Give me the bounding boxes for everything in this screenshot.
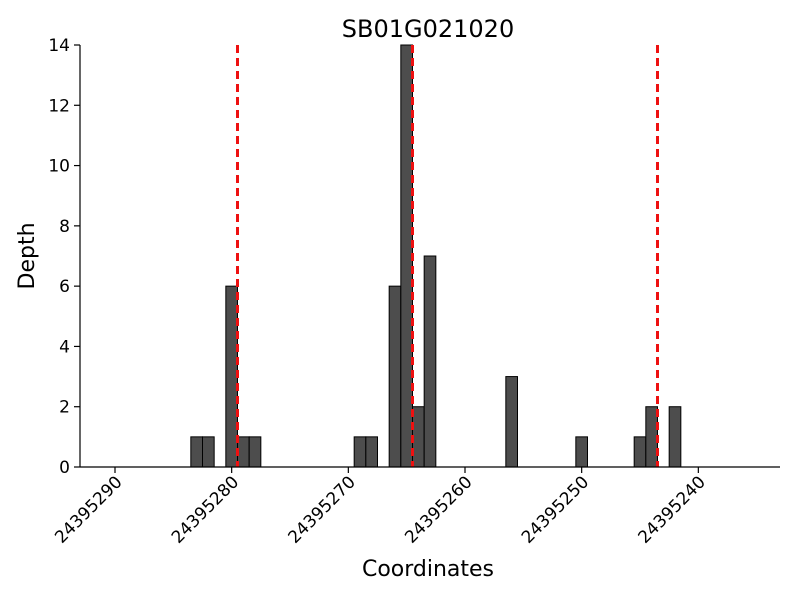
x-tick-label: 24395270 bbox=[285, 472, 360, 547]
bar bbox=[400, 44, 414, 468]
bar bbox=[353, 436, 367, 468]
bar bbox=[248, 436, 262, 468]
y-tick-label: 10 bbox=[48, 157, 70, 177]
y-axis-label: Depth bbox=[15, 222, 40, 289]
bar bbox=[505, 376, 519, 468]
bar bbox=[225, 285, 238, 468]
bar bbox=[668, 406, 682, 468]
x-tick-label: 24395280 bbox=[168, 472, 243, 547]
y-tick-label: 14 bbox=[48, 36, 70, 56]
y-tick-label: 8 bbox=[59, 217, 70, 237]
y-tick-label: 6 bbox=[59, 277, 70, 297]
x-tick-label: 24395260 bbox=[401, 472, 476, 547]
bar bbox=[190, 436, 203, 468]
y-ticks: 0 2 4 6 8 10 12 14 bbox=[48, 36, 80, 478]
bar bbox=[365, 436, 379, 468]
y-tick-label: 2 bbox=[59, 398, 70, 418]
bar bbox=[202, 436, 215, 468]
bar bbox=[645, 406, 658, 468]
bar bbox=[575, 436, 588, 468]
bar bbox=[423, 255, 437, 468]
x-tick-label: 24395240 bbox=[635, 472, 710, 547]
bar bbox=[388, 285, 402, 468]
bars-layer bbox=[190, 44, 682, 468]
y-tick-label: 4 bbox=[59, 337, 70, 357]
x-tick-label: 24395290 bbox=[51, 472, 126, 547]
reference-lines-layer bbox=[236, 45, 659, 467]
x-ticks: 24395290 24395280 24395270 24395260 24395250… bbox=[51, 467, 710, 548]
bar bbox=[633, 436, 647, 468]
x-tick-label: 24395250 bbox=[518, 472, 593, 547]
x-axis-label: Coordinates bbox=[362, 557, 494, 582]
chart-title: SB01G021020 bbox=[342, 15, 514, 43]
bar bbox=[237, 436, 250, 468]
y-tick-label: 0 bbox=[59, 458, 70, 478]
bar bbox=[412, 406, 425, 468]
y-tick-label: 12 bbox=[48, 96, 70, 116]
